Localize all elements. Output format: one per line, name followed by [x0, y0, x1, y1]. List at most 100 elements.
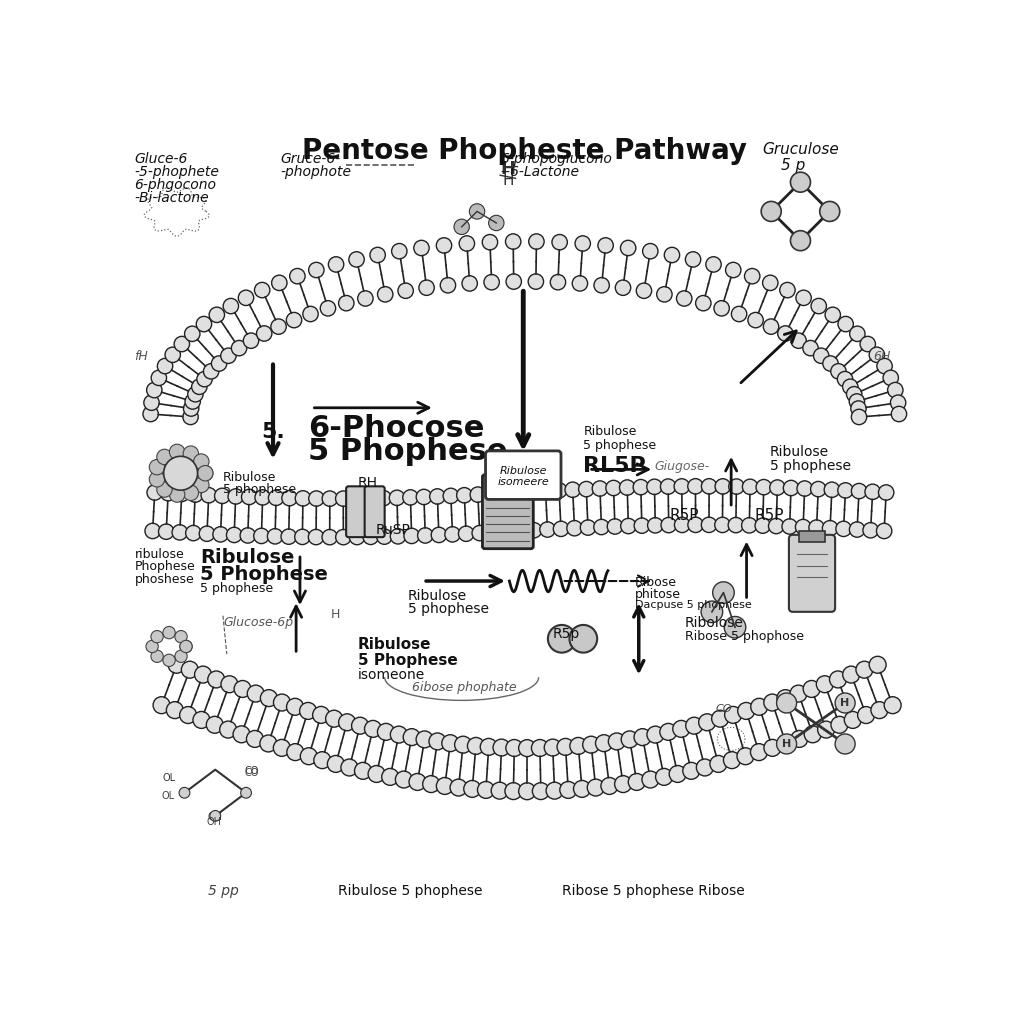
Circle shape: [416, 489, 431, 505]
Circle shape: [223, 298, 239, 313]
Circle shape: [204, 364, 219, 379]
Circle shape: [498, 485, 513, 501]
Circle shape: [647, 517, 663, 534]
Circle shape: [180, 640, 193, 652]
Circle shape: [791, 685, 807, 702]
Circle shape: [621, 241, 636, 256]
Circle shape: [499, 524, 515, 540]
Text: OH: OH: [208, 812, 222, 821]
Text: 5 phophese: 5 phophese: [408, 602, 488, 615]
Text: Ribolose: Ribolose: [685, 615, 743, 630]
Text: H: H: [502, 173, 514, 188]
Circle shape: [198, 466, 213, 481]
Circle shape: [185, 394, 201, 410]
Circle shape: [856, 662, 872, 678]
Circle shape: [185, 525, 201, 541]
Circle shape: [763, 275, 778, 291]
Circle shape: [606, 480, 622, 496]
Text: 5 p: 5 p: [781, 158, 806, 172]
Circle shape: [402, 489, 418, 505]
Circle shape: [701, 478, 717, 494]
Circle shape: [429, 733, 445, 750]
Text: R5P: R5P: [755, 508, 783, 523]
Circle shape: [169, 444, 184, 460]
Circle shape: [143, 407, 159, 422]
Circle shape: [157, 482, 172, 498]
Circle shape: [349, 252, 365, 267]
Circle shape: [540, 522, 555, 538]
Circle shape: [742, 479, 758, 495]
Circle shape: [349, 529, 365, 545]
Circle shape: [538, 483, 553, 499]
Circle shape: [569, 737, 587, 755]
Text: --6-Lactone: --6-Lactone: [500, 165, 580, 179]
Circle shape: [647, 479, 663, 495]
Circle shape: [695, 296, 711, 311]
Circle shape: [791, 333, 806, 348]
Circle shape: [614, 775, 632, 793]
Circle shape: [634, 729, 651, 745]
Circle shape: [783, 480, 799, 496]
Circle shape: [811, 481, 826, 497]
Circle shape: [579, 481, 594, 497]
Circle shape: [485, 524, 501, 540]
Circle shape: [656, 287, 672, 302]
Circle shape: [233, 726, 250, 742]
Circle shape: [755, 518, 770, 534]
Circle shape: [532, 782, 549, 800]
Circle shape: [459, 526, 474, 542]
Circle shape: [725, 707, 741, 723]
FancyBboxPatch shape: [788, 535, 836, 611]
Circle shape: [796, 290, 811, 305]
Circle shape: [573, 780, 591, 798]
Circle shape: [777, 689, 794, 707]
Circle shape: [782, 519, 798, 535]
Circle shape: [336, 490, 351, 506]
Circle shape: [748, 312, 763, 328]
Circle shape: [174, 486, 189, 502]
Circle shape: [531, 739, 549, 757]
Circle shape: [271, 275, 287, 291]
Circle shape: [724, 616, 745, 638]
Circle shape: [295, 529, 310, 545]
Circle shape: [659, 723, 677, 740]
Circle shape: [281, 529, 296, 545]
Circle shape: [713, 582, 734, 603]
Circle shape: [838, 316, 853, 332]
Text: Ribulose 5 phophese: Ribulose 5 phophese: [339, 884, 483, 898]
Circle shape: [391, 244, 407, 259]
Circle shape: [403, 729, 420, 745]
Circle shape: [518, 782, 536, 800]
Circle shape: [143, 395, 159, 411]
FancyBboxPatch shape: [346, 486, 367, 538]
Circle shape: [179, 707, 197, 724]
Circle shape: [174, 336, 189, 352]
Circle shape: [493, 739, 510, 756]
Text: 6-phgocono: 6-phgocono: [134, 178, 216, 193]
Circle shape: [187, 386, 203, 402]
Text: R5p: R5p: [553, 628, 580, 641]
Circle shape: [395, 771, 413, 788]
Text: Gruculose: Gruculose: [762, 142, 839, 157]
Circle shape: [809, 520, 824, 536]
Circle shape: [416, 731, 433, 748]
Circle shape: [168, 656, 185, 673]
Circle shape: [152, 370, 167, 386]
Circle shape: [382, 768, 398, 785]
Circle shape: [147, 484, 163, 500]
Text: 5 phophese: 5 phophese: [223, 483, 296, 497]
Circle shape: [838, 372, 853, 387]
Circle shape: [633, 479, 648, 495]
Circle shape: [675, 517, 690, 532]
Circle shape: [271, 318, 287, 334]
Circle shape: [817, 721, 835, 738]
Circle shape: [553, 521, 568, 537]
Circle shape: [197, 316, 212, 332]
Circle shape: [768, 518, 784, 534]
Circle shape: [328, 756, 344, 772]
Circle shape: [715, 478, 730, 495]
Circle shape: [198, 466, 213, 481]
Circle shape: [467, 737, 484, 755]
Circle shape: [869, 347, 885, 362]
Circle shape: [308, 262, 324, 278]
